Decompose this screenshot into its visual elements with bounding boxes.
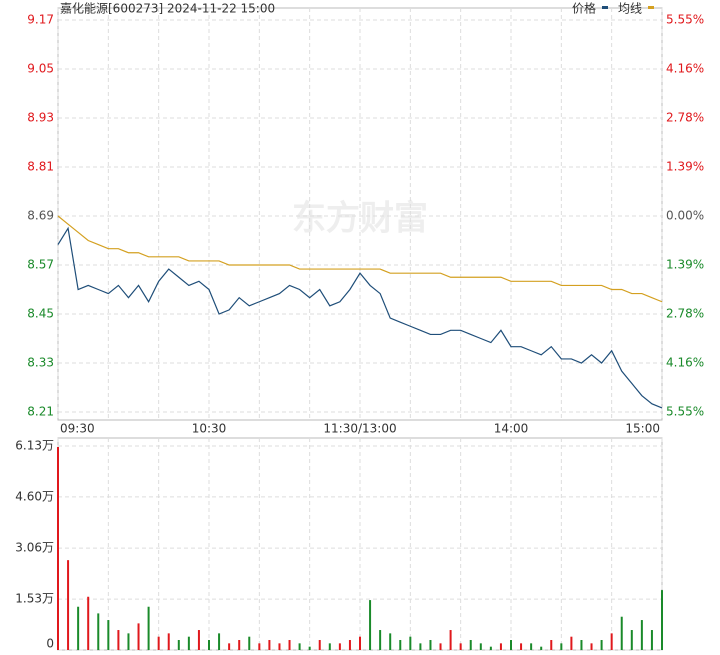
volume-bar	[379, 630, 382, 650]
volume-bar	[87, 596, 90, 650]
y-tick-label: 4.60万	[15, 489, 54, 503]
volume-bar	[409, 636, 412, 650]
volume-bar	[359, 636, 361, 650]
y-tick-label: 8.33	[27, 356, 54, 370]
volume-bar	[620, 616, 623, 650]
volume-bar	[308, 646, 311, 650]
x-tick-label: 14:00	[494, 422, 529, 436]
y2-tick-label: 0.00%	[666, 209, 704, 223]
volume-bar	[187, 636, 190, 650]
volume-bar	[429, 640, 432, 650]
volume-bar	[489, 646, 492, 650]
y-tick-label: 8.69	[27, 209, 54, 223]
volume-bar	[479, 643, 482, 650]
y-tick-label: 8.93	[27, 111, 54, 125]
y-tick-label: 6.13万	[15, 439, 54, 453]
volume-bar	[157, 636, 160, 650]
volume-bar	[107, 620, 110, 650]
volume-bar	[77, 606, 80, 650]
legend-swatch	[648, 6, 654, 9]
volume-bar	[540, 646, 543, 650]
volume-bar	[449, 630, 452, 650]
volume-bar	[67, 560, 70, 650]
volume-bar	[399, 640, 402, 650]
volume-bar	[208, 640, 210, 650]
x-tick-label: 11:30/13:00	[323, 422, 396, 436]
volume-bar	[499, 643, 502, 650]
volume-bar	[348, 640, 351, 650]
volume-bar	[590, 643, 593, 650]
volume-bar	[600, 640, 603, 650]
volume-bar	[147, 606, 150, 650]
volume-bar	[550, 640, 553, 650]
y2-tick-label: 4.16%	[666, 62, 704, 76]
x-tick-label: 10:30	[192, 422, 227, 436]
y-tick-label: 8.57	[27, 258, 54, 272]
legend-label: 价格	[572, 1, 596, 16]
volume-bar	[469, 640, 472, 650]
volume-bar	[580, 640, 583, 650]
volume-bar	[560, 643, 563, 650]
volume-bar	[630, 630, 633, 650]
volume-bar	[137, 623, 140, 650]
y-tick-label: 8.21	[27, 405, 54, 419]
volume-bar	[530, 643, 533, 650]
volume-bar	[127, 633, 130, 650]
volume-bar	[610, 633, 613, 650]
volume-bar	[248, 636, 251, 650]
volume-bar	[278, 643, 281, 650]
y-tick-label: 0	[46, 637, 54, 651]
volume-bar	[288, 640, 291, 650]
legend-swatch	[602, 6, 608, 9]
price-line	[57, 226, 663, 409]
volume-bar	[640, 620, 643, 650]
volume-bar	[419, 643, 422, 650]
volume-bar	[197, 630, 200, 650]
volume-bar	[570, 636, 573, 650]
volume-bar	[369, 600, 372, 650]
volume-bar	[439, 643, 442, 650]
volume-bar	[228, 643, 231, 650]
y2-tick-label: 2.78%	[666, 307, 704, 321]
y2-tick-label: 5.55%	[666, 405, 704, 419]
volume-bar	[459, 643, 462, 650]
volume-bar	[258, 643, 261, 650]
y2-tick-label: 5.55%	[666, 13, 704, 27]
y2-tick-label: 2.78%	[666, 110, 704, 124]
volume-bar	[177, 640, 180, 650]
volume-bar	[268, 640, 271, 650]
volume-bar	[520, 643, 523, 650]
volume-bar	[218, 633, 221, 650]
volume-bar	[97, 613, 100, 650]
price-line	[57, 215, 663, 303]
x-tick-label: 09:30	[60, 422, 95, 436]
y-tick-label: 8.45	[27, 307, 54, 321]
volume-bar	[661, 590, 663, 650]
volume-bar	[167, 633, 170, 650]
volume-bar	[650, 630, 653, 650]
legend-label: 均线	[618, 2, 642, 16]
volume-bar	[328, 643, 331, 650]
chart-title: 嘉化能源[600273] 2024-11-22 15:00	[60, 2, 275, 16]
volume-bar	[338, 643, 341, 650]
volume-bar	[117, 630, 120, 650]
volume-bar	[238, 640, 241, 650]
volume-bar	[57, 446, 59, 650]
y2-tick-label: 1.39%	[666, 159, 704, 173]
volume-bar	[298, 643, 301, 650]
volume-bar	[389, 633, 392, 650]
y2-tick-label: 1.39%	[666, 258, 704, 272]
y-tick-label: 9.05	[27, 62, 54, 76]
y-tick-label: 1.53万	[15, 592, 54, 606]
x-tick-label: 15:00	[625, 422, 660, 436]
volume-bar	[318, 640, 321, 650]
y-tick-label: 8.81	[27, 160, 54, 174]
y-tick-label: 9.17	[27, 13, 54, 27]
y2-tick-label: 4.16%	[666, 355, 704, 369]
volume-bar	[510, 640, 512, 650]
y-tick-label: 3.06万	[15, 541, 54, 555]
